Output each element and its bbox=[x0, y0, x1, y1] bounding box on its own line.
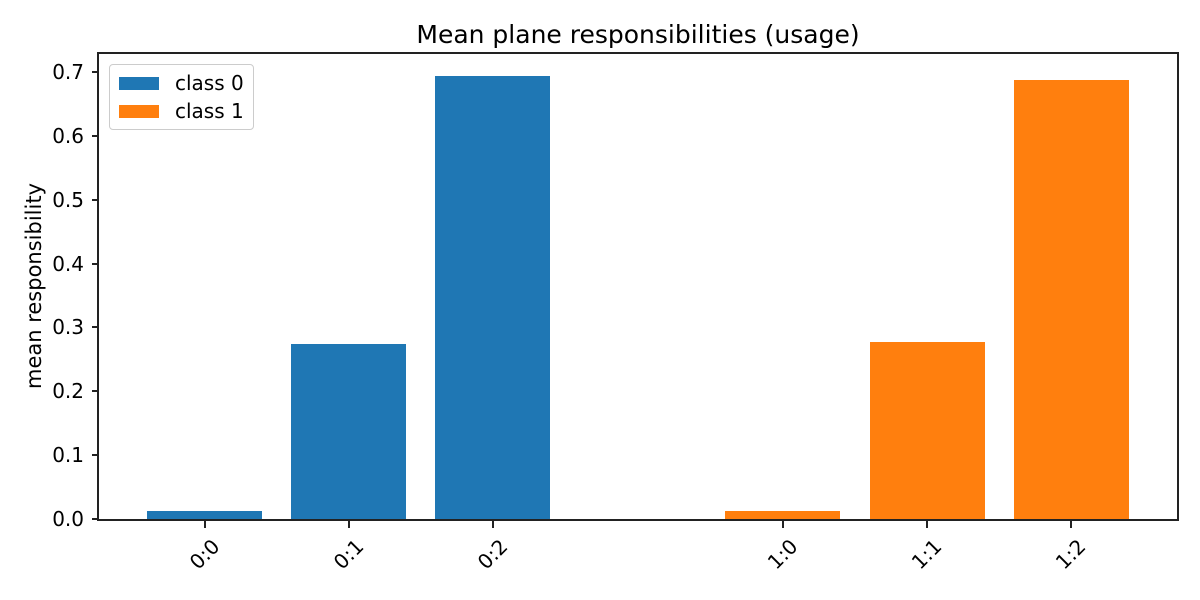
x-tick-label: 0:2 bbox=[472, 534, 513, 575]
y-tick-label: 0.3 bbox=[52, 315, 84, 339]
y-tick-mark bbox=[92, 390, 99, 392]
y-tick-label: 0.4 bbox=[52, 252, 84, 276]
x-tick-mark bbox=[782, 521, 784, 528]
y-tick-mark bbox=[92, 71, 99, 73]
x-tick-label: 0:1 bbox=[328, 534, 369, 575]
y-tick-mark bbox=[92, 199, 99, 201]
y-tick-label: 0.0 bbox=[52, 507, 84, 531]
x-tick-mark bbox=[492, 521, 494, 528]
x-tick-label: 1:0 bbox=[762, 534, 803, 575]
chart-title: Mean plane responsibilities (usage) bbox=[416, 20, 860, 49]
legend-row: class 1 bbox=[119, 100, 244, 122]
legend-swatch bbox=[119, 76, 159, 90]
bar-1:2 bbox=[1014, 80, 1129, 519]
legend-label: class 1 bbox=[175, 99, 244, 123]
y-tick-label: 0.5 bbox=[52, 188, 84, 212]
plot-area bbox=[97, 52, 1179, 521]
y-tick-mark bbox=[92, 263, 99, 265]
legend-row: class 0 bbox=[119, 72, 244, 94]
bar-0:2 bbox=[435, 76, 550, 519]
bar-1:0 bbox=[725, 511, 840, 519]
y-tick-mark bbox=[92, 518, 99, 520]
x-tick-mark bbox=[1070, 521, 1072, 528]
x-tick-label: 1:2 bbox=[1050, 534, 1091, 575]
y-tick-label: 0.6 bbox=[52, 124, 84, 148]
y-axis-label: mean responsibility bbox=[22, 182, 46, 390]
y-tick-mark bbox=[92, 135, 99, 137]
x-tick-mark bbox=[348, 521, 350, 528]
legend: class 0 class 1 bbox=[109, 64, 254, 130]
x-tick-label: 0:0 bbox=[184, 534, 225, 575]
x-tick-mark bbox=[926, 521, 928, 528]
y-tick-mark bbox=[92, 454, 99, 456]
y-tick-mark bbox=[92, 326, 99, 328]
legend-swatch bbox=[119, 104, 159, 118]
x-tick-label: 1:1 bbox=[906, 534, 947, 575]
y-tick-label: 0.2 bbox=[52, 379, 84, 403]
y-tick-label: 0.7 bbox=[52, 60, 84, 84]
y-tick-label: 0.1 bbox=[52, 443, 84, 467]
bar-1:1 bbox=[870, 342, 985, 519]
legend-label: class 0 bbox=[175, 71, 244, 95]
x-tick-mark bbox=[204, 521, 206, 528]
bar-0:1 bbox=[291, 344, 406, 519]
bar-0:0 bbox=[147, 511, 262, 519]
